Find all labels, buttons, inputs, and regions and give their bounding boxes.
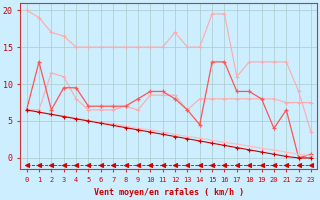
X-axis label: Vent moyen/en rafales ( km/h ): Vent moyen/en rafales ( km/h ) (94, 188, 244, 197)
